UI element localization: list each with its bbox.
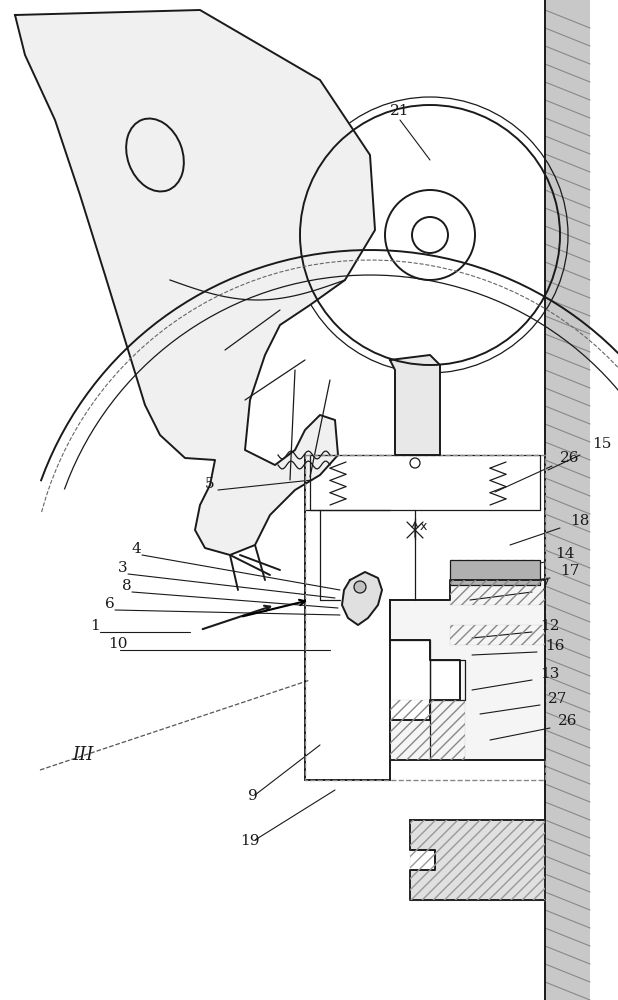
Bar (450, 560, 540, 585)
Text: 14: 14 (555, 547, 575, 561)
Circle shape (412, 217, 448, 253)
Polygon shape (410, 820, 545, 900)
Polygon shape (15, 10, 375, 555)
Circle shape (354, 581, 366, 593)
Text: 16: 16 (545, 639, 564, 653)
Text: 4: 4 (132, 542, 142, 556)
Text: 21: 21 (390, 104, 410, 118)
Text: 19: 19 (240, 834, 260, 848)
Bar (390, 700, 465, 760)
Text: 15: 15 (592, 437, 611, 451)
Text: III: III (72, 746, 93, 764)
Bar (305, 455, 545, 780)
Text: 6: 6 (105, 597, 115, 611)
Text: x: x (420, 520, 428, 533)
Text: 5: 5 (205, 477, 214, 491)
Text: 10: 10 (108, 637, 127, 651)
Text: 26: 26 (560, 451, 580, 465)
Text: 26: 26 (558, 714, 577, 728)
Polygon shape (342, 572, 382, 625)
Text: 8: 8 (122, 579, 132, 593)
Text: 27: 27 (548, 692, 567, 706)
Polygon shape (390, 580, 545, 760)
Text: 3: 3 (118, 561, 128, 575)
Bar (545, 0, 590, 1000)
Bar (410, 820, 545, 900)
Text: 7: 7 (540, 579, 549, 593)
Text: 9: 9 (248, 789, 258, 803)
Text: 1: 1 (90, 619, 99, 633)
Bar (450, 625, 545, 645)
Circle shape (410, 458, 420, 468)
Text: 18: 18 (570, 514, 590, 528)
Text: 12: 12 (540, 619, 559, 633)
Polygon shape (390, 355, 440, 455)
Text: 17: 17 (560, 564, 580, 578)
Bar (450, 580, 545, 605)
Text: 13: 13 (540, 667, 559, 681)
